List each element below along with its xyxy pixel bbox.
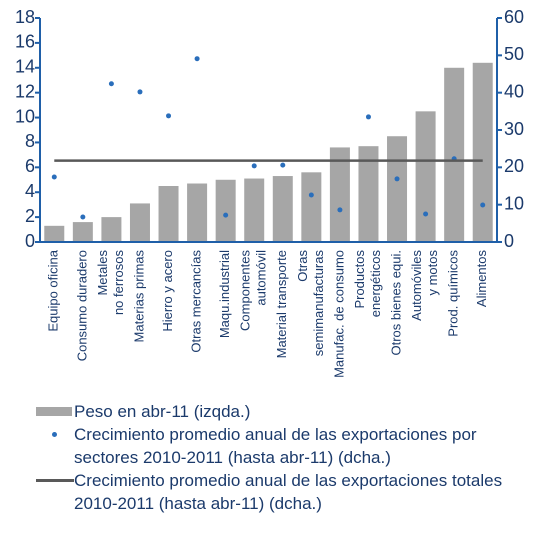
x-tick-label: no ferrosos: [111, 250, 126, 316]
legend-label: Crecimiento promedio anual de las export…: [74, 471, 503, 513]
y-tick-label: 12: [15, 81, 35, 101]
bar: [387, 136, 408, 242]
dot: [280, 162, 286, 168]
dot: [480, 202, 486, 208]
legend-entry: Crecimiento promedio anual de las export…: [34, 423, 534, 469]
y-tick-label: 8: [25, 131, 35, 151]
y-tick-label: 10: [15, 106, 35, 126]
y2-tick-label: 40: [504, 81, 524, 101]
y2-tick-label: 30: [504, 119, 524, 139]
legend-label: Crecimiento promedio anual de las export…: [74, 425, 477, 467]
bar: [329, 147, 350, 242]
y2-tick-label: 0: [504, 231, 514, 251]
y2-tick-label: 10: [504, 193, 524, 213]
dot: [423, 211, 429, 217]
legend-swatch: [34, 423, 74, 446]
y2-tick-label: 20: [504, 156, 524, 176]
dot: [166, 113, 172, 119]
dot: [51, 174, 57, 180]
bar: [101, 217, 122, 242]
bar: [44, 225, 65, 242]
x-tick-label: energéticos: [368, 250, 383, 318]
chart: 0 2 4 6 8 10 12 14 16 18 0 10 20 30 40 50 60 Equipo ofici…: [15, 7, 524, 378]
x-tick-label: Manufac. de consumo: [331, 250, 346, 378]
x-tick-label: Automóviles: [409, 250, 424, 321]
bar: [301, 172, 322, 242]
dot: [251, 163, 257, 169]
legend-label: Peso en abr-11 (izqda.): [74, 402, 251, 421]
dot: [194, 56, 200, 62]
x-tick-label: automóvil: [254, 250, 269, 306]
x-tick-label: Material transporte: [274, 250, 289, 358]
y2-tick-label: 60: [504, 7, 524, 27]
x-tick-label: Metales: [95, 250, 110, 296]
bar: [472, 62, 493, 242]
x-tick-label: Otras: [295, 250, 310, 282]
legend-entry: Peso en abr-11 (izqda.): [34, 400, 534, 423]
y-tick-label: 14: [15, 57, 35, 77]
y-tick-label: 6: [25, 156, 35, 176]
bar: [158, 186, 179, 242]
dot: [365, 114, 371, 120]
x-tick-label: Materias primas: [131, 250, 146, 343]
x-tick-label: Alimentos: [474, 250, 489, 308]
x-tick-label: Consumo duradero: [74, 250, 89, 361]
y-tick-label: 0: [25, 231, 35, 251]
dot: [337, 207, 343, 213]
y-tick-label: 18: [15, 7, 35, 27]
bar: [129, 203, 150, 242]
x-tick-label: semimanufacturas: [311, 250, 326, 357]
y-tick-label: 2: [25, 206, 35, 226]
legend-swatch: [34, 400, 74, 423]
bar: [215, 179, 236, 242]
bar: [444, 67, 465, 243]
y-tick-label: 16: [15, 32, 35, 52]
legend-entry: Crecimiento promedio anual de las export…: [34, 469, 534, 515]
x-tick-label: y motos: [425, 250, 440, 296]
legend-swatch: [34, 469, 74, 492]
bar: [244, 178, 265, 242]
bar: [72, 222, 93, 242]
bar: [358, 146, 379, 242]
dot: [108, 81, 114, 87]
x-tick-label: Equipo oficina: [46, 249, 61, 331]
dot: [394, 176, 400, 182]
x-tick-label: Otros bienes equi.: [388, 250, 403, 356]
x-tick-label: Productos: [352, 250, 367, 309]
bar: [187, 183, 208, 242]
x-tick-label: Otras mercancías: [189, 250, 204, 353]
x-tick-label: Prod. químicos: [446, 250, 461, 337]
dot: [223, 212, 229, 218]
dot: [80, 214, 86, 220]
x-tick-label: Componentes: [238, 250, 253, 331]
x-tick-label: Maqu.industrial: [217, 250, 232, 338]
y2-tick-label: 50: [504, 44, 524, 64]
x-tick-label: Hierro y acero: [160, 250, 175, 332]
legend: Peso en abr-11 (izqda.) Crecimiento prome…: [34, 400, 534, 515]
dot: [137, 89, 143, 95]
bar: [415, 111, 436, 242]
dot: [308, 192, 314, 198]
bar: [272, 176, 293, 242]
y-tick-label: 4: [25, 181, 35, 201]
